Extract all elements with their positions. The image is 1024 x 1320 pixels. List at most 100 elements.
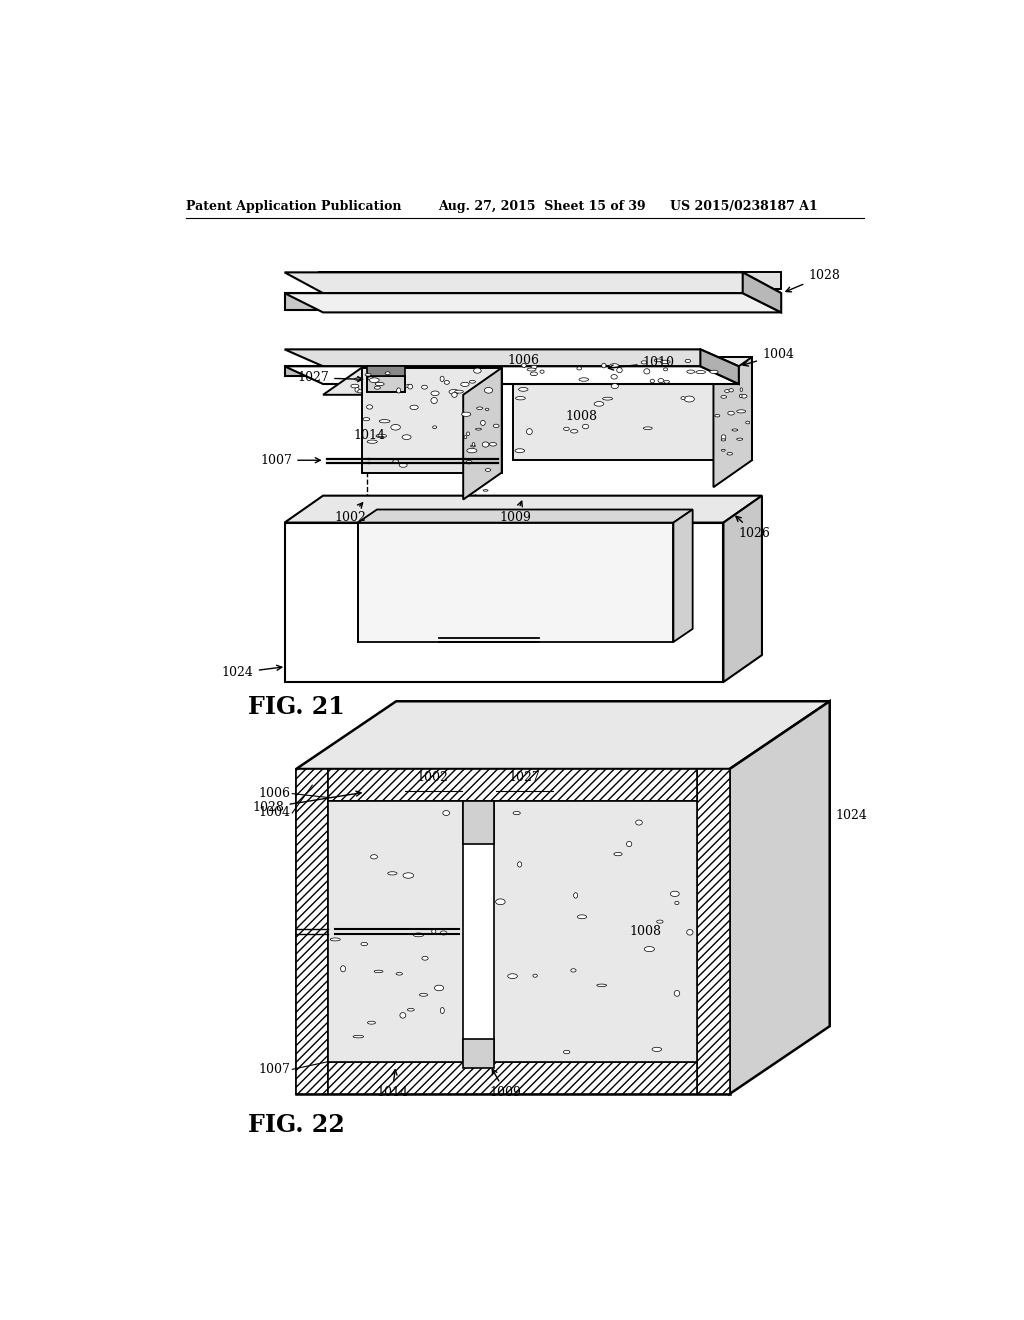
Polygon shape [463, 1039, 494, 1068]
Ellipse shape [452, 392, 457, 397]
Ellipse shape [330, 939, 340, 941]
Ellipse shape [687, 370, 694, 374]
Text: 1028: 1028 [253, 791, 361, 814]
Text: 1004: 1004 [743, 348, 794, 366]
Ellipse shape [471, 445, 475, 447]
Text: 1008: 1008 [629, 925, 662, 939]
Ellipse shape [396, 973, 402, 975]
Ellipse shape [684, 396, 694, 403]
Polygon shape [285, 293, 781, 313]
Polygon shape [463, 801, 494, 843]
Text: 1014: 1014 [376, 1069, 408, 1100]
Ellipse shape [594, 401, 604, 407]
Polygon shape [329, 801, 463, 1061]
Ellipse shape [675, 902, 679, 904]
Ellipse shape [530, 372, 538, 376]
Ellipse shape [442, 810, 450, 816]
Polygon shape [329, 1061, 697, 1094]
Ellipse shape [687, 929, 693, 935]
Polygon shape [296, 701, 829, 770]
Ellipse shape [515, 396, 525, 400]
Ellipse shape [489, 442, 497, 446]
Ellipse shape [464, 436, 467, 438]
Ellipse shape [602, 397, 612, 400]
Text: 1009: 1009 [500, 502, 531, 524]
Ellipse shape [660, 360, 671, 363]
Ellipse shape [517, 862, 522, 867]
Ellipse shape [374, 970, 383, 973]
Text: FIG. 21: FIG. 21 [248, 694, 344, 718]
Ellipse shape [422, 957, 428, 960]
Ellipse shape [482, 442, 488, 447]
Polygon shape [367, 376, 406, 392]
Polygon shape [285, 367, 323, 376]
Ellipse shape [496, 899, 505, 904]
Ellipse shape [636, 820, 642, 825]
Ellipse shape [508, 974, 517, 978]
Ellipse shape [440, 931, 446, 935]
Polygon shape [674, 510, 692, 642]
Ellipse shape [485, 469, 490, 471]
Ellipse shape [408, 384, 413, 389]
Ellipse shape [450, 389, 459, 395]
Text: Patent Application Publication: Patent Application Publication [186, 199, 401, 213]
Ellipse shape [393, 459, 398, 463]
Ellipse shape [654, 359, 663, 362]
Polygon shape [714, 358, 752, 487]
Ellipse shape [461, 383, 469, 387]
Ellipse shape [365, 374, 371, 376]
Ellipse shape [658, 379, 664, 383]
Polygon shape [285, 293, 323, 310]
Ellipse shape [526, 429, 532, 434]
Polygon shape [329, 770, 697, 801]
Ellipse shape [466, 461, 472, 463]
Ellipse shape [671, 891, 679, 896]
Ellipse shape [354, 378, 362, 380]
Ellipse shape [740, 388, 742, 392]
Ellipse shape [368, 440, 377, 444]
Ellipse shape [745, 421, 750, 424]
Ellipse shape [609, 364, 618, 368]
Ellipse shape [432, 929, 436, 933]
Polygon shape [285, 523, 724, 682]
Ellipse shape [739, 395, 742, 397]
Text: 1002: 1002 [334, 503, 366, 524]
Ellipse shape [440, 376, 444, 381]
Ellipse shape [650, 379, 654, 383]
Text: 1026: 1026 [736, 516, 771, 540]
Polygon shape [361, 368, 502, 473]
Ellipse shape [434, 985, 443, 991]
Ellipse shape [736, 409, 745, 413]
Ellipse shape [521, 363, 526, 367]
Ellipse shape [410, 405, 418, 409]
Ellipse shape [515, 449, 524, 453]
Ellipse shape [527, 368, 536, 371]
Ellipse shape [725, 389, 729, 392]
Ellipse shape [732, 429, 737, 432]
Ellipse shape [627, 841, 632, 846]
Ellipse shape [721, 449, 725, 451]
Polygon shape [463, 368, 502, 499]
Ellipse shape [444, 380, 450, 384]
Ellipse shape [518, 388, 528, 391]
Ellipse shape [674, 990, 680, 997]
Ellipse shape [484, 388, 493, 393]
Ellipse shape [721, 396, 727, 399]
Ellipse shape [570, 429, 578, 433]
Polygon shape [319, 272, 781, 289]
Ellipse shape [353, 1035, 364, 1038]
Ellipse shape [611, 384, 618, 388]
Text: 1007: 1007 [258, 1063, 290, 1076]
Ellipse shape [476, 407, 482, 409]
Ellipse shape [408, 1008, 415, 1011]
Ellipse shape [563, 428, 569, 430]
Ellipse shape [573, 892, 578, 898]
Ellipse shape [579, 378, 589, 381]
Ellipse shape [741, 395, 746, 399]
Ellipse shape [462, 412, 471, 416]
Ellipse shape [728, 412, 734, 414]
Ellipse shape [399, 463, 408, 467]
Text: 1027: 1027 [297, 371, 362, 384]
Text: 1014: 1014 [354, 429, 386, 442]
Ellipse shape [563, 1051, 569, 1053]
